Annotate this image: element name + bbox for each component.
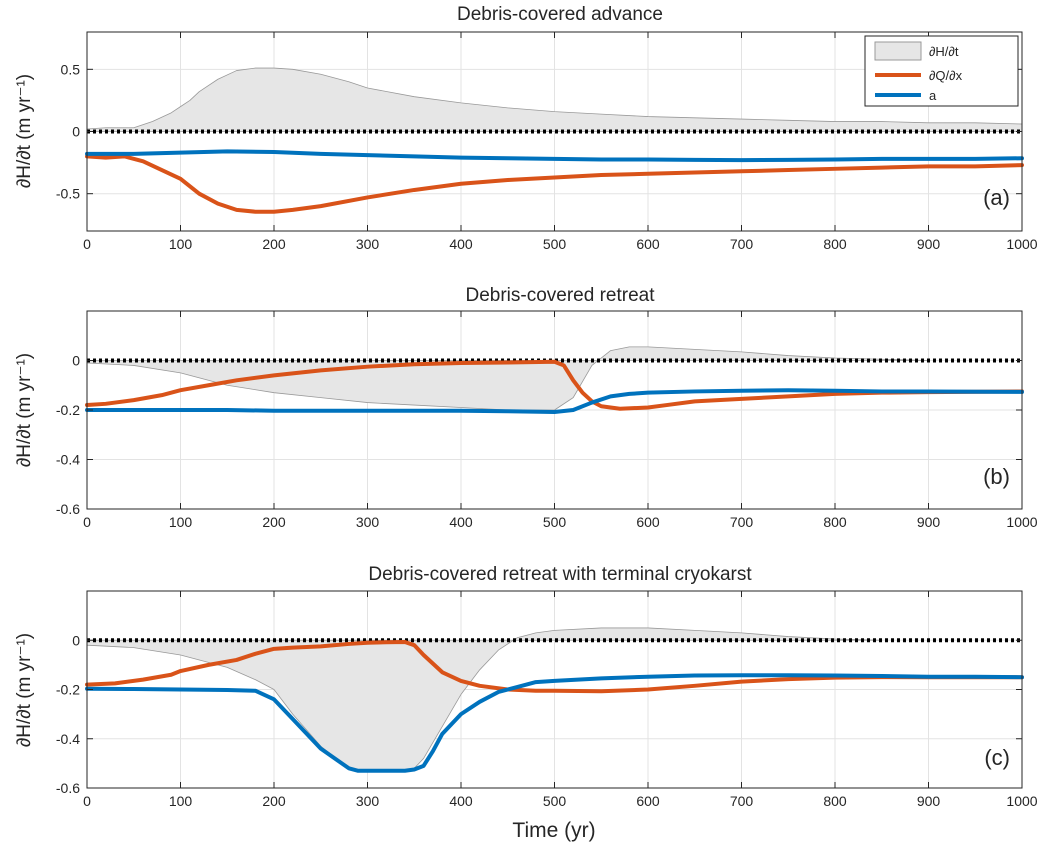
panel-a: Debris-covered advance 0 100 200 300 400 500 6… <box>14 4 1038 252</box>
panel-b-xtick-label-0: 0 <box>83 514 91 530</box>
panel-b-xtick-label-400: 400 <box>449 514 473 530</box>
panel-c-ylabel: ∂H/∂t (m yr⁻¹) <box>14 633 35 747</box>
panel-b-ytick-label-0: -0.6 <box>56 501 80 517</box>
panel-c-xtick-label-500: 500 <box>543 793 567 809</box>
panel-c-xtick-label-0: 0 <box>83 793 91 809</box>
panel-a-xtick-label-300: 300 <box>356 236 380 252</box>
panel-c-xtick-label-700: 700 <box>730 793 754 809</box>
panel-b-xtick-label-900: 900 <box>917 514 941 530</box>
panel-a-xtick-label-0: 0 <box>83 236 91 252</box>
panel-c-xtick-label-800: 800 <box>823 793 847 809</box>
panel-c-dqdx-line <box>85 639 1024 694</box>
panel-c-xtick-label-100: 100 <box>169 793 193 809</box>
panel-a-xtick-label-900: 900 <box>917 236 941 252</box>
panel-c-xtick-label-1000: 1000 <box>1006 793 1037 809</box>
panel-b-ytick-label-3: 0 <box>72 353 80 369</box>
panel-c-label: (c) <box>984 745 1010 770</box>
panel-c-a-line <box>85 673 1024 773</box>
panel-b: Debris-covered retreat 0 100 200 300 400 500 6… <box>14 285 1038 530</box>
panel-b-xtick-label-200: 200 <box>262 514 286 530</box>
panel-a-ytick-label-1: 0 <box>72 124 80 140</box>
panel-a-xtick-label-700: 700 <box>730 236 754 252</box>
panel-b-xtick-label-700: 700 <box>730 514 754 530</box>
panel-b-xtick-label-800: 800 <box>823 514 847 530</box>
panel-b-series <box>85 346 1024 414</box>
panel-a-dhdt-area <box>86 67 1023 132</box>
panel-b-xtick-label-600: 600 <box>636 514 660 530</box>
panel-a-xtick-label-200: 200 <box>262 236 286 252</box>
panel-b-label: (b) <box>983 464 1010 489</box>
panel-b-xtick-label-1000: 1000 <box>1006 514 1037 530</box>
panel-c-ytick-label-3: 0 <box>72 632 80 648</box>
panel-a-xtick-label-500: 500 <box>543 236 567 252</box>
panel-b-dhdt-area <box>86 346 929 411</box>
panel-a-ylabel: ∂H/∂t (m yr⁻¹) <box>14 74 35 188</box>
panel-c-xtick-label-900: 900 <box>917 793 941 809</box>
panel-a-series <box>85 67 1024 214</box>
panel-a-xtick-label-1000: 1000 <box>1006 236 1037 252</box>
panel-a-dqdx-line <box>85 154 1024 214</box>
panel-b-ylabel: ∂H/∂t (m yr⁻¹) <box>14 353 35 467</box>
panel-c-ytick-label-0: -0.6 <box>56 780 80 796</box>
panel-a-xtick-label-400: 400 <box>449 236 473 252</box>
panel-b-dqdx-line <box>85 359 1024 411</box>
panel-b-ytick-label-2: -0.2 <box>56 402 80 418</box>
panel-a-ticks: 0 100 200 300 400 500 600 700 800 900 1000 -0.5 0 0.5 <box>56 32 1038 252</box>
panel-c-xtick-label-300: 300 <box>356 793 380 809</box>
panel-b-ticks: 0 100 200 300 400 500 600 700 800 900 1000 -0.6 -0.4… <box>56 311 1038 530</box>
panel-c: Debris-covered retreat with terminal cry… <box>14 564 1038 809</box>
panel-b-title: Debris-covered retreat <box>465 285 655 306</box>
panel-b-ytick-label-1: -0.4 <box>56 452 80 468</box>
panel-a-ytick-label-0: -0.5 <box>56 186 80 202</box>
legend: ∂H/∂t ∂Q/∂x a <box>864 35 1019 107</box>
panel-c-dhdt-area <box>86 627 883 772</box>
legend-label-dhdt: ∂H/∂t <box>929 44 959 59</box>
panel-c-ytick-label-2: -0.2 <box>56 682 80 698</box>
panel-a-xtick-label-600: 600 <box>636 236 660 252</box>
panel-a-a-line <box>85 149 1024 163</box>
legend-swatch-dhdt <box>874 41 922 61</box>
panel-c-ytick-label-1: -0.4 <box>56 731 80 747</box>
legend-label-dqdx: ∂Q/∂x <box>929 68 963 83</box>
panel-b-xtick-label-100: 100 <box>169 514 193 530</box>
legend-label-a: a <box>929 88 937 103</box>
x-axis-label: Time (yr) <box>512 819 595 842</box>
panel-c-ticks: 0 100 200 300 400 500 600 700 800 900 1000 -0.6 -0.4… <box>56 591 1038 809</box>
panel-a-xtick-label-100: 100 <box>169 236 193 252</box>
panel-a-xtick-label-800: 800 <box>823 236 847 252</box>
panel-a-ytick-label-2: 0.5 <box>61 61 81 77</box>
panel-c-title: Debris-covered retreat with terminal cry… <box>368 564 752 585</box>
panel-b-xtick-label-500: 500 <box>543 514 567 530</box>
panel-b-a-line <box>85 388 1024 414</box>
panel-c-xtick-label-200: 200 <box>262 793 286 809</box>
panel-b-xtick-label-300: 300 <box>356 514 380 530</box>
panel-c-series <box>85 627 1024 773</box>
panel-c-xtick-label-400: 400 <box>449 793 473 809</box>
panel-c-xtick-label-600: 600 <box>636 793 660 809</box>
panel-a-label: (a) <box>983 185 1010 210</box>
panel-a-title: Debris-covered advance <box>457 4 663 25</box>
